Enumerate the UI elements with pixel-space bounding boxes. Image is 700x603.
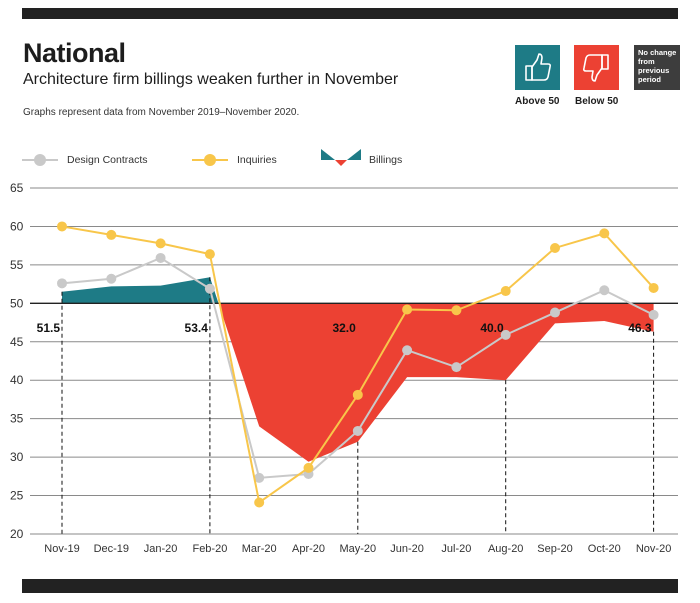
design-contracts-point <box>106 273 117 284</box>
data-range-note: Graphs represent data from November 2019… <box>23 107 300 118</box>
inquiries-point <box>550 242 560 253</box>
legend-item-billings: Billings <box>321 149 403 170</box>
x-tick-label: Feb-20 <box>192 543 227 555</box>
design-contracts-point <box>204 283 215 294</box>
x-tick-label: May-20 <box>339 543 376 555</box>
billings-value-label: 46.3 <box>628 321 652 335</box>
y-tick-label: 35 <box>10 412 24 426</box>
billings-value-label: 53.4 <box>185 321 209 335</box>
x-tick-label: Sep-20 <box>537 543 572 555</box>
design-contracts-point <box>648 309 659 320</box>
y-tick-label: 25 <box>10 489 24 503</box>
design-contracts-point <box>451 362 462 373</box>
legend-inquiries-swatch <box>192 154 228 166</box>
x-tick-label: Jun-20 <box>390 543 424 555</box>
design-contracts-point <box>57 278 67 289</box>
inquiries-point <box>352 389 363 400</box>
above-50-badge <box>515 45 560 90</box>
inquiries-point <box>204 249 215 260</box>
inquiries-point <box>599 228 610 239</box>
no-change-line: period <box>638 75 661 84</box>
no-change-line: No change <box>638 48 677 57</box>
design-contracts-point <box>550 307 560 318</box>
no-change-line: previous <box>638 66 670 75</box>
no-change-badge: No change from previous period <box>634 45 680 90</box>
billings-value-label: 51.5 <box>37 321 61 335</box>
design-contracts-point <box>500 329 511 340</box>
page-title: National <box>23 38 126 68</box>
design-contracts-point <box>155 252 166 263</box>
design-contracts-point <box>402 345 413 356</box>
below-50-badge <box>574 45 619 90</box>
x-tick-label: Mar-20 <box>242 543 277 555</box>
y-tick-label: 55 <box>10 258 24 272</box>
billings-value-label: 40.0 <box>480 321 504 335</box>
x-tick-label: Aug-20 <box>488 543 523 555</box>
y-tick-label: 45 <box>10 335 24 349</box>
chart-legend: Design Contracts Inquiries Billings <box>22 149 442 172</box>
y-tick-label: 50 <box>10 296 24 310</box>
legend-inquiries-label: Inquiries <box>237 154 277 166</box>
x-tick-label: Nov-19 <box>44 543 79 555</box>
inquiries-point <box>303 462 314 473</box>
legend-item-design-contracts: Design Contracts <box>22 150 148 170</box>
x-tick-label: Oct-20 <box>588 543 621 555</box>
y-tick-label: 60 <box>10 219 24 233</box>
legend-billings-label: Billings <box>369 154 403 166</box>
x-tick-label: Nov-20 <box>636 543 671 555</box>
inquiries-point <box>155 238 166 249</box>
inquiries-point <box>451 305 462 316</box>
inquiries-point <box>402 304 413 315</box>
x-tick-label: Jul-20 <box>441 543 471 555</box>
inquiries-point <box>254 497 265 508</box>
inquiries-point <box>648 282 659 293</box>
above-50-label: Above 50 <box>515 96 560 107</box>
no-change-line: from <box>638 57 655 66</box>
legend-design-swatch <box>22 154 58 166</box>
design-contracts-point <box>352 425 363 436</box>
y-tick-label: 30 <box>10 450 24 464</box>
x-tick-label: Apr-20 <box>292 543 325 555</box>
billings-above-area <box>62 277 219 304</box>
legend-item-inquiries: Inquiries <box>192 150 277 170</box>
page-subtitle: Architecture firm billings weaken furthe… <box>23 71 399 88</box>
inquiries-point <box>106 229 117 240</box>
thumbs-up-icon <box>525 53 552 81</box>
design-contracts-point <box>599 285 610 296</box>
design-contracts-point <box>254 472 265 483</box>
legend-billings-swatch <box>321 149 361 166</box>
inquiries-point <box>500 286 511 297</box>
legend-design-label: Design Contracts <box>67 154 148 166</box>
billings-below-area <box>218 303 654 462</box>
bottom-rule <box>22 579 678 593</box>
y-tick-label: 65 <box>10 181 24 195</box>
inquiries-point <box>57 221 67 232</box>
below-50-label: Below 50 <box>575 96 619 107</box>
billings-chart: 20 25 30 35 40 45 50 55 60 65 51.5 53.4 32.0 40.0 46.3… <box>10 181 678 555</box>
y-tick-label: 20 <box>10 527 24 541</box>
y-tick-label: 40 <box>10 373 24 387</box>
thumbs-down-icon <box>582 54 609 82</box>
x-tick-label: Jan-20 <box>144 543 178 555</box>
billings-value-label: 32.0 <box>332 321 356 335</box>
x-tick-label: Dec-19 <box>94 543 129 555</box>
top-rule <box>22 8 678 19</box>
